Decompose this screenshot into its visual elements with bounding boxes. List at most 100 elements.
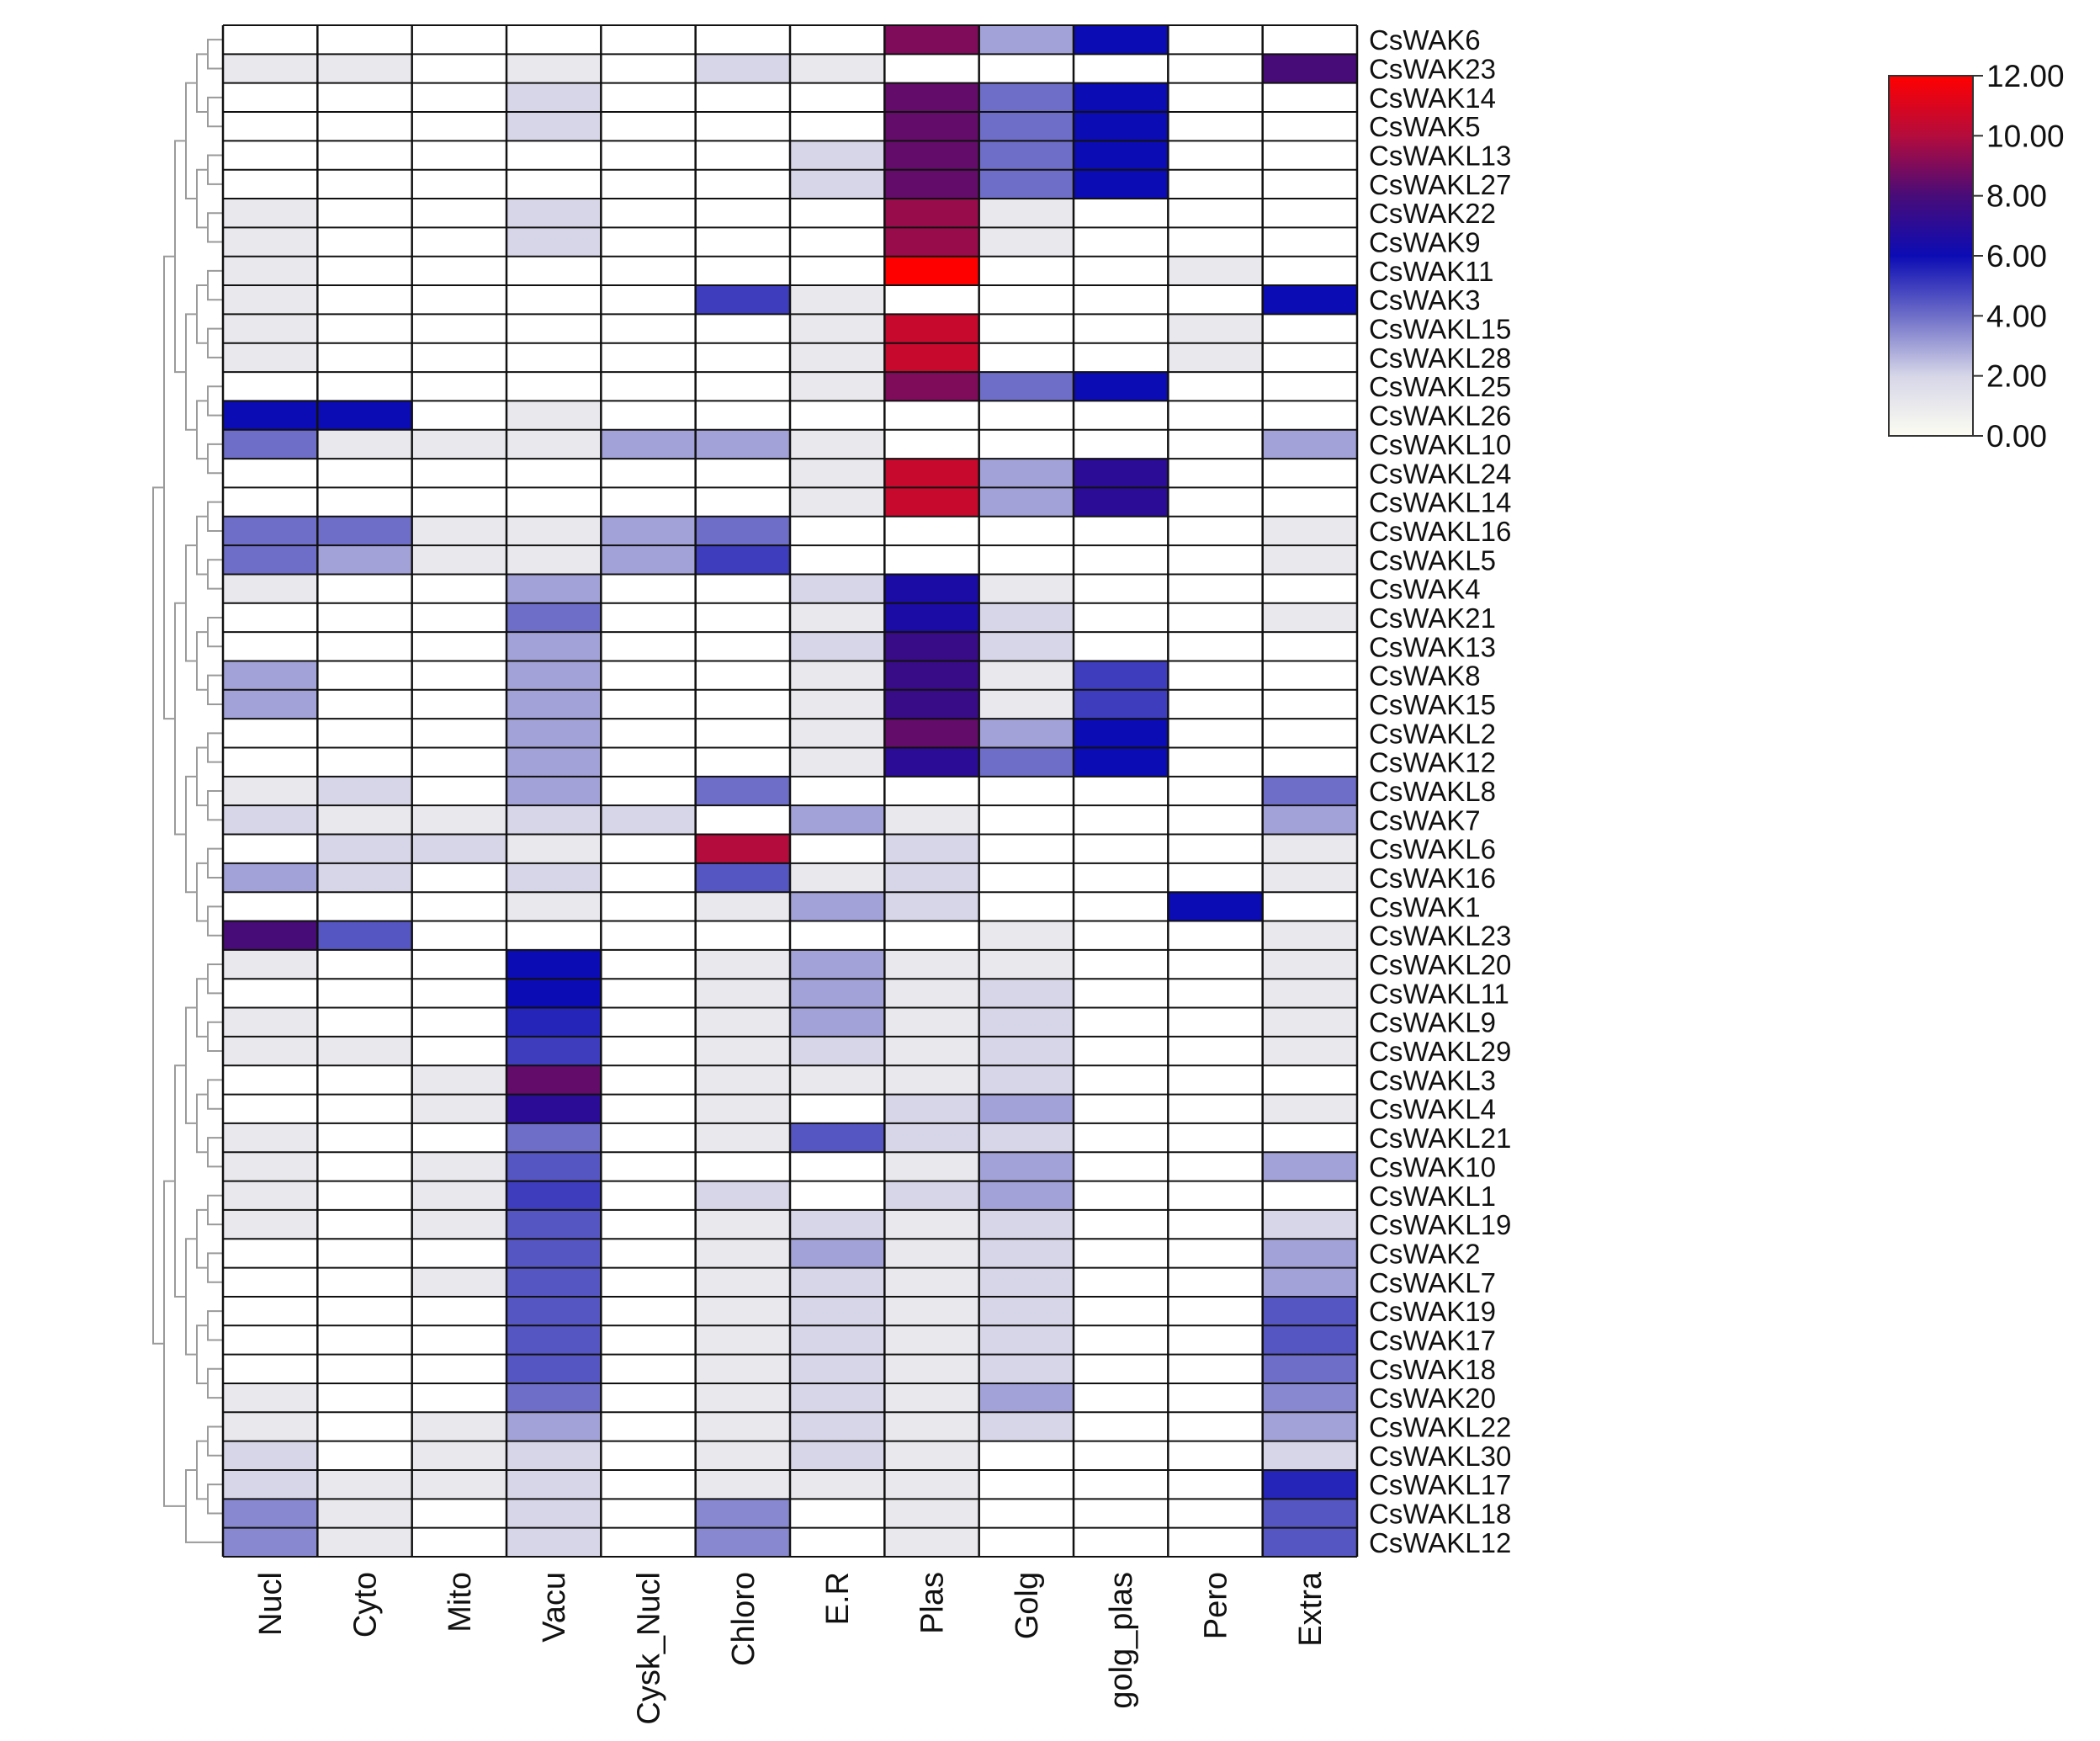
heatmap-cell-CsWAKL24-Extra	[1262, 459, 1357, 488]
heatmap-cell-CsWAKL19-Mito	[411, 1209, 506, 1239]
heatmap-cell-CsWAK7-Chloro	[695, 805, 790, 835]
heatmap-cell-CsWAKL14-Pero	[1168, 487, 1263, 517]
heatmap-cell-CsWAKL28-Extra	[1262, 342, 1357, 373]
heatmap-cell-CsWAK5-Nucl	[223, 112, 318, 141]
heatmap-cell-CsWAK21-Nucl	[223, 602, 318, 633]
heatmap-cell-CsWAKL27-Plas	[884, 169, 979, 199]
heatmap-cell-CsWAK9-Nucl	[223, 227, 318, 257]
heatmap-cell-CsWAK23-Golg	[978, 54, 1074, 83]
heatmap-cell-CsWAKL23-Golg	[978, 921, 1074, 950]
colorbar-legend: 12.00 10.00 8.00 6.00 4.00 2.00 0.00	[1888, 59, 2065, 454]
dendrogram-branch	[207, 905, 223, 937]
heatmap-cell-CsWAKL28-Chloro	[695, 342, 790, 373]
heatmap-cell-CsWAKL9-Mito	[411, 1007, 506, 1037]
heatmap-cell-CsWAKL17-Chloro	[695, 1469, 790, 1499]
heatmap-cell-CsWAK20-Cyto	[317, 1383, 412, 1413]
heatmap-cell-CsWAKL29-Vacu	[506, 1036, 602, 1066]
heatmap-cell-CsWAK18-Cysk_Nucl	[601, 1354, 696, 1383]
heatmap-cell-CsWAKL23-Plas	[884, 921, 979, 950]
heatmap-cell-CsWAK6-Chloro	[695, 25, 790, 55]
heatmap-cell-CsWAKL26-golg_plas	[1074, 401, 1169, 430]
heatmap-cell-CsWAKL24-Cyto	[317, 459, 412, 488]
dendrogram-branch	[207, 212, 223, 243]
heatmap-cell-CsWAK1-Plas	[884, 892, 979, 921]
heatmap-cell-CsWAKL3-Golg	[978, 1065, 1074, 1095]
heatmap-cell-CsWAKL27-E.R	[790, 169, 885, 199]
heatmap-cell-CsWAKL25-Vacu	[506, 372, 602, 401]
row-label-CsWAKL2: CsWAKL2	[1369, 718, 1496, 749]
heatmap-cell-CsWAKL4-Cysk_Nucl	[601, 1094, 696, 1123]
heatmap-cell-CsWAK4-Chloro	[695, 574, 790, 603]
heatmap-cell-CsWAKL8-Chloro	[695, 776, 790, 806]
heatmap-cell-CsWAK15-Vacu	[506, 689, 602, 719]
dendrogram-branch	[185, 1238, 197, 1356]
heatmap-cell-CsWAK18-Plas	[884, 1354, 979, 1383]
heatmap-cell-CsWAKL4-E.R	[790, 1094, 885, 1123]
row-label-CsWAKL10: CsWAKL10	[1369, 429, 1511, 460]
heatmap-cell-CsWAK19-Pero	[1168, 1296, 1263, 1326]
heatmap-cell-CsWAK5-Golg	[978, 112, 1074, 141]
heatmap-cell-CsWAKL5-Vacu	[506, 545, 602, 575]
heatmap-cell-CsWAK3-Cyto	[317, 285, 412, 315]
heatmap-cell-CsWAK16-Chloro	[695, 863, 790, 893]
heatmap-cell-CsWAK9-E.R	[790, 227, 885, 257]
heatmap-cell-CsWAKL26-Cysk_Nucl	[601, 401, 696, 430]
heatmap-cell-CsWAK9-Golg	[978, 227, 1074, 257]
heatmap-cell-CsWAK14-Chloro	[695, 82, 790, 113]
row-label-CsWAKL22: CsWAKL22	[1369, 1411, 1511, 1442]
row-label-CsWAKL5: CsWAKL5	[1369, 544, 1496, 576]
heatmap-cell-CsWAK12-Plas	[884, 747, 979, 777]
heatmap-cell-CsWAKL14-Nucl	[223, 487, 318, 517]
dendrogram-branch	[196, 1093, 208, 1154]
heatmap-cell-CsWAKL19-Plas	[884, 1209, 979, 1239]
heatmap-cell-CsWAKL2-Extra	[1262, 719, 1357, 748]
heatmap-cell-CsWAK9-Chloro	[695, 227, 790, 257]
column-label-Pero: Pero	[1199, 1572, 1234, 1639]
heatmap-cell-CsWAKL1-E.R	[790, 1181, 885, 1210]
heatmap-cell-CsWAKL6-Pero	[1168, 834, 1263, 863]
heatmap-cell-CsWAK18-Extra	[1262, 1354, 1357, 1383]
heatmap-cell-CsWAK1-Cysk_Nucl	[601, 892, 696, 921]
heatmap-cell-CsWAKL3-Plas	[884, 1065, 979, 1095]
heatmap-cell-CsWAK11-Extra	[1262, 256, 1357, 286]
heatmap-cell-CsWAK19-Cysk_Nucl	[601, 1296, 696, 1326]
heatmap-cell-CsWAKL29-Cyto	[317, 1036, 412, 1066]
heatmap-cell-CsWAKL26-Pero	[1168, 401, 1263, 430]
heatmap-cell-CsWAKL18-Cyto	[317, 1499, 412, 1528]
heatmap-cell-CsWAK5-Chloro	[695, 112, 790, 141]
row-label-CsWAK5: CsWAK5	[1369, 111, 1481, 142]
heatmap-cell-CsWAK21-Pero	[1168, 602, 1263, 633]
heatmap-cell-CsWAKL29-Golg	[978, 1036, 1074, 1066]
heatmap-cell-CsWAKL1-Vacu	[506, 1181, 602, 1210]
heatmap-cell-CsWAK23-E.R	[790, 54, 885, 83]
heatmap-cell-CsWAK8-Pero	[1168, 661, 1263, 690]
heatmap-cell-CsWAKL10-Cysk_Nucl	[601, 429, 696, 459]
heatmap-cell-CsWAKL1-Golg	[978, 1181, 1074, 1210]
heatmap-cell-CsWAKL20-Mito	[411, 949, 506, 979]
dendrogram-branch	[196, 862, 208, 922]
heatmap-cell-CsWAKL5-Cysk_Nucl	[601, 545, 696, 575]
row-label-CsWAKL29: CsWAKL29	[1369, 1036, 1511, 1067]
heatmap-cell-CsWAK3-E.R	[790, 285, 885, 315]
heatmap-cell-CsWAKL17-Mito	[411, 1469, 506, 1499]
heatmap-cell-CsWAKL7-Vacu	[506, 1267, 602, 1297]
heatmap-cell-CsWAKL25-Golg	[978, 372, 1074, 401]
heatmap-cell-CsWAK20-Cysk_Nucl	[601, 1383, 696, 1413]
heatmap-cell-CsWAKL13-Cyto	[317, 141, 412, 170]
heatmap-cell-CsWAK7-Golg	[978, 805, 1074, 835]
column-label-Extra: Extra	[1293, 1571, 1328, 1647]
row-label-CsWAKL12: CsWAKL12	[1369, 1527, 1511, 1558]
heatmap-cell-CsWAKL5-Plas	[884, 545, 979, 575]
row-label-CsWAK4: CsWAK4	[1369, 574, 1481, 605]
dendrogram-branch	[196, 1324, 208, 1384]
heatmap-cell-CsWAKL5-Nucl	[223, 545, 318, 575]
heatmap-cell-CsWAK7-Vacu	[506, 805, 602, 835]
heatmap-cell-CsWAKL12-Golg	[978, 1527, 1074, 1557]
heatmap-cell-CsWAK6-Plas	[884, 25, 979, 55]
heatmap-cell-CsWAK12-Golg	[978, 747, 1074, 777]
heatmap-cell-CsWAKL16-Golg	[978, 516, 1074, 546]
dendrogram-branch	[207, 1137, 223, 1168]
heatmap-cell-CsWAKL13-Nucl	[223, 141, 318, 170]
heatmap-cell-CsWAKL10-Golg	[978, 429, 1074, 459]
